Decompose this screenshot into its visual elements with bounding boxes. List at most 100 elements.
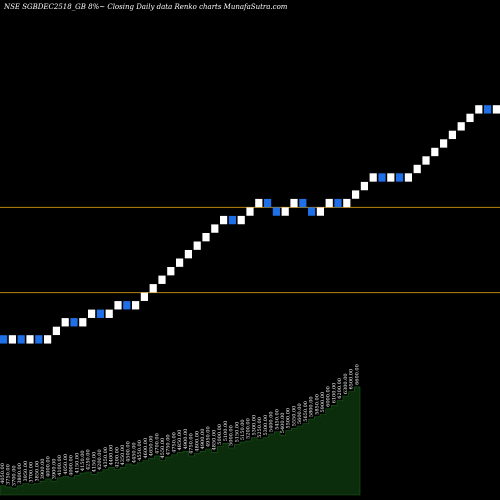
volume-label: 5150.00 (240, 419, 246, 440)
renko-brick-up (352, 190, 360, 199)
renko-brick-up (492, 105, 500, 114)
volume-label: 5500.00 (286, 408, 292, 429)
renko-brick-up (79, 318, 87, 327)
renko-brick-up (44, 335, 52, 344)
renko-brick-up (281, 207, 289, 216)
volume-label: 6000.00 (326, 386, 332, 407)
volume-label: 3900.00 (40, 459, 46, 480)
renko-brick-down (0, 335, 8, 344)
volume-label: 4150.00 (80, 450, 86, 471)
volume-label: 3950.00 (23, 461, 29, 482)
volume-label: 5900.00 (320, 392, 326, 413)
volume-label: 4800.00 (194, 431, 200, 452)
volume-label: 4750.00 (189, 433, 195, 454)
renko-brick-up (193, 241, 201, 250)
renko-brick-up (132, 301, 140, 310)
renko-brick-up (448, 130, 456, 140)
volume-label: 4150.00 (91, 452, 97, 473)
volume-label: 3800.00 (17, 463, 23, 484)
renko-brick-down (35, 335, 43, 344)
volume-label: 4900.00 (183, 429, 189, 450)
volume-label: 4400.00 (109, 445, 115, 466)
renko-brick-up (88, 309, 96, 318)
volume-label: 4600.00 (143, 438, 149, 459)
renko-brick-up (8, 335, 16, 344)
volume-label: 4750.00 (166, 434, 172, 455)
volume-labels: 4050.00 3750.00 3700.00 3800.00 3950.00 3700.… (0, 364, 360, 486)
renko-brick-up (114, 301, 122, 310)
renko-brick-up (105, 309, 113, 318)
renko-brick-up (413, 164, 421, 174)
renko-brick-down (272, 207, 280, 216)
renko-brick-up (211, 224, 219, 233)
renko-brick-up (26, 335, 34, 344)
volume-label: 6200.00 (337, 378, 343, 399)
renko-brick-down (484, 105, 492, 114)
volume-label: 4950.00 (206, 426, 212, 447)
renko-brick-down (378, 173, 386, 182)
renko-brick-up (457, 122, 465, 131)
volume-label: 4250.00 (86, 449, 92, 470)
renko-brick-up (61, 318, 69, 327)
volume-label: 5400.00 (269, 411, 275, 432)
renko-brick-up (404, 173, 412, 182)
volume-label: 4100.00 (57, 455, 63, 476)
volume-fill (0, 386, 361, 496)
renko-brick-up (52, 326, 60, 336)
volume-label: 5850.00 (314, 394, 320, 415)
volume-label: 4350.00 (103, 447, 109, 468)
volume-label: 4500.00 (126, 441, 132, 462)
volume-label: 6600.00 (354, 364, 360, 385)
volume-label: 4150.00 (74, 453, 80, 474)
volume-label: 3900.00 (51, 459, 57, 480)
volume-label: 5600.00 (297, 403, 303, 424)
volume-label: 5800.00 (309, 396, 315, 417)
volume-label: 5400.00 (280, 413, 286, 434)
volume-label: 5000.00 (217, 424, 223, 445)
renko-brick-up (431, 147, 439, 157)
renko-brick-up (140, 292, 148, 301)
volume-label: 5200.00 (246, 418, 252, 439)
volume-label: 5300.00 (251, 415, 257, 436)
renko-brick-up (237, 215, 245, 225)
volume-label: 4000.00 (69, 455, 75, 476)
volume-label: 4650.00 (149, 436, 155, 457)
renko-brick-down (299, 198, 307, 208)
renko-brick-down (123, 301, 131, 310)
volume-label: 4700.00 (154, 433, 160, 454)
volume-label: 5300.00 (263, 415, 269, 436)
renko-brick-up (440, 139, 448, 148)
volume-label: 4900.00 (200, 429, 206, 450)
volume-label: 4450.00 (131, 442, 137, 463)
renko-brick-up (422, 156, 430, 165)
renko-brick-down (308, 207, 316, 216)
volume-label: 5450.00 (274, 409, 280, 430)
volume-label: 4750.00 (171, 432, 177, 453)
volume-label: 5250.00 (257, 417, 263, 438)
volume-label: 4050.00 (63, 454, 69, 475)
volume-area (0, 386, 361, 496)
renko-brick-up (202, 233, 210, 242)
volume-label: 4550.00 (137, 440, 143, 461)
renko-brick-up (184, 250, 192, 259)
volume-label: 3850.00 (34, 461, 40, 482)
volume-label: 5150.00 (234, 422, 240, 443)
renko-brick-up (255, 198, 263, 208)
volume-label: 4200.00 (97, 449, 103, 470)
renko-brick-up (387, 173, 395, 182)
renko-brick-up (167, 267, 175, 276)
renko-brick-up (149, 284, 157, 293)
renko-brick-down (396, 173, 404, 182)
volume-label: 6100.00 (331, 383, 337, 404)
volume-label: 6500.00 (349, 369, 355, 390)
volume-label: 4350.00 (120, 445, 126, 466)
renko-brick-up (325, 198, 333, 208)
volume-label: 4850.00 (211, 430, 217, 451)
volume-label: 3700.00 (11, 465, 17, 486)
renko-brick-down (228, 215, 236, 225)
volume-label: 4550.00 (160, 438, 166, 459)
volume-label: 6300.00 (343, 373, 349, 394)
volume-label: 5000.00 (229, 425, 235, 446)
renko-brick-down (17, 335, 25, 344)
